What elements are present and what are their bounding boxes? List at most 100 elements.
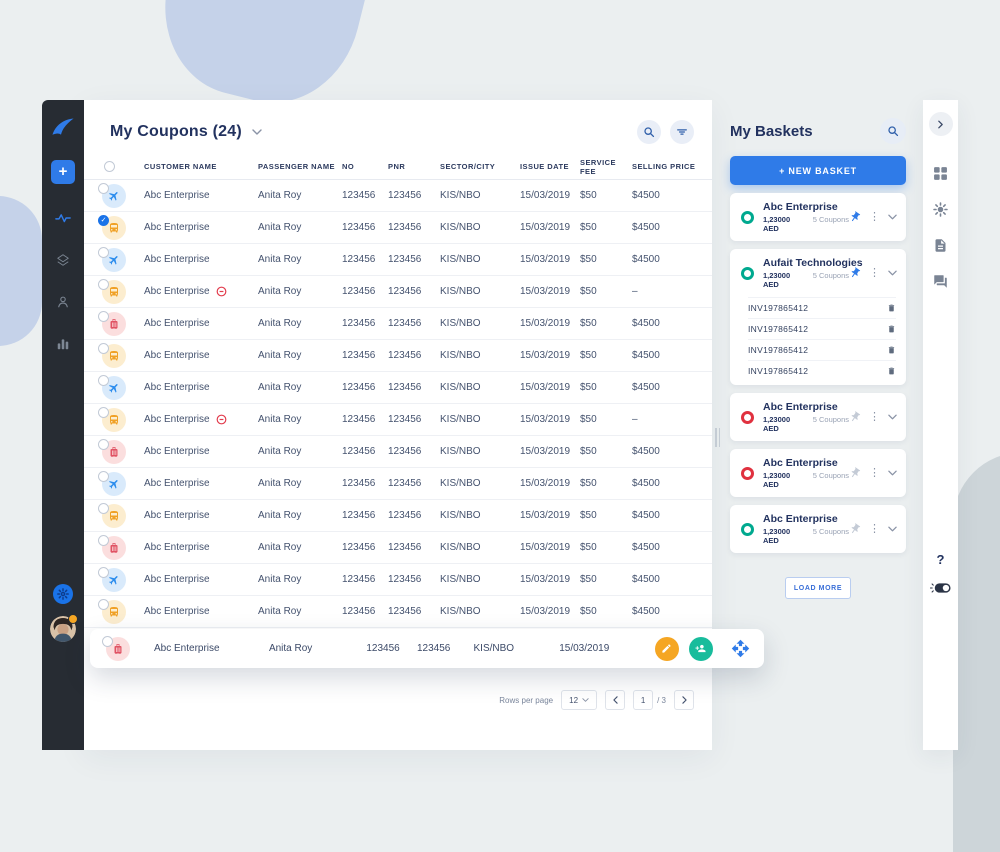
table-row[interactable]: Abc Enterprise Anita Roy 123456 123456 KIS/N… — [84, 308, 712, 340]
table-body: Abc Enterprise Anita Roy 123456 123456 KIS/N… — [84, 180, 712, 628]
rows-per-page-label: Rows per page — [499, 695, 554, 705]
panel-resize-handle[interactable] — [715, 428, 720, 447]
table-row[interactable]: ✓ Abc Enterprise Anita Roy 123456 123456 KIS/… — [84, 212, 712, 244]
chevron-down-icon[interactable] — [888, 270, 897, 276]
load-more-button[interactable]: LOAD MORE — [785, 577, 851, 599]
chevron-down-icon[interactable] — [888, 414, 897, 420]
row-checkbox[interactable] — [98, 438, 109, 450]
table-row[interactable]: Abc Enterprise Anita Roy 123456 123456 KIS/N… — [84, 564, 712, 596]
basket-card[interactable]: Aufait Technologies 1,23000 AED 5 Coupons ⋮… — [730, 249, 906, 385]
passenger-name-cell: Anita Roy — [258, 542, 302, 553]
delete-icon[interactable] — [887, 324, 896, 334]
invoice-row[interactable]: INV197865412 — [748, 318, 896, 339]
table-row[interactable]: Abc Enterprise Anita Roy 123456 123456 KIS/N… — [84, 596, 712, 628]
documents-icon[interactable] — [933, 238, 948, 253]
row-checkbox[interactable] — [98, 374, 109, 386]
settings-gear-icon[interactable] — [933, 202, 948, 217]
customer-name: Abc Enterprise — [144, 222, 210, 233]
table-row[interactable]: Abc Enterprise Anita Roy 123456 123456 KIS/N… — [84, 468, 712, 500]
baskets-search-button[interactable] — [880, 118, 906, 144]
basket-card[interactable]: Abc Enterprise 1,23000 AED 5 Coupons ⋮ — [730, 193, 906, 241]
apps-grid-icon[interactable] — [933, 166, 948, 181]
more-options-icon[interactable]: ⋮ — [869, 411, 880, 423]
service-fee-cell: $50 — [580, 286, 597, 297]
collapse-icon[interactable] — [928, 112, 953, 136]
row-checkbox[interactable] — [98, 246, 109, 258]
pin-icon[interactable] — [849, 211, 861, 223]
row-checkbox[interactable] — [98, 502, 109, 514]
table-row[interactable]: Abc Enterprise Anita Roy 123456 123456 KIS/N… — [84, 244, 712, 276]
edit-button[interactable] — [654, 636, 679, 661]
more-options-icon[interactable]: ⋮ — [869, 211, 880, 223]
invoice-row[interactable]: INV197865412 — [748, 360, 896, 381]
row-checkbox[interactable]: ✓ — [98, 214, 109, 226]
settings-icon[interactable] — [53, 584, 73, 604]
row-checkbox[interactable] — [98, 342, 109, 354]
basket-info: Aufait Technologies 1,23000 AED 5 Coupons — [763, 257, 863, 289]
row-checkbox[interactable] — [98, 406, 109, 418]
basket-card[interactable]: Abc Enterprise 1,23000 AED 5 Coupons ⋮ — [730, 393, 906, 441]
invoice-row[interactable]: INV197865412 — [748, 297, 896, 318]
invoice-row[interactable]: INV197865412 — [748, 339, 896, 360]
selected-row[interactable]: Abc Enterprise Anita Roy 123456 123456 K… — [90, 629, 764, 668]
table-row[interactable]: Abc Enterprise Anita Roy 123456 123456 KIS/N… — [84, 436, 712, 468]
profile-icon[interactable] — [54, 294, 72, 310]
row-checkbox[interactable] — [98, 566, 109, 578]
pin-icon[interactable] — [849, 267, 861, 279]
stats-icon[interactable] — [54, 336, 72, 352]
search-button[interactable] — [637, 120, 661, 144]
issue-date-cell: 15/03/2019 — [559, 643, 610, 654]
row-checkbox[interactable] — [98, 278, 109, 290]
more-options-icon[interactable]: ⋮ — [869, 467, 880, 479]
selling-price-cell: $4500 — [632, 222, 660, 233]
pin-icon[interactable] — [849, 523, 861, 535]
chat-icon[interactable] — [933, 274, 948, 289]
user-avatar[interactable] — [50, 614, 78, 642]
add-button[interactable]: + — [51, 160, 75, 184]
basket-card[interactable]: Abc Enterprise 1,23000 AED 5 Coupons ⋮ — [730, 505, 906, 553]
row-checkbox[interactable] — [98, 182, 109, 194]
service-fee-cell: $50 — [580, 222, 597, 233]
chevron-down-icon[interactable] — [888, 526, 897, 532]
row-checkbox[interactable] — [98, 598, 109, 610]
basket-card[interactable]: Abc Enterprise 1,23000 AED 5 Coupons ⋮ — [730, 449, 906, 497]
table-row[interactable]: Abc Enterprise Anita Roy 123456 123456 KIS/N… — [84, 404, 712, 436]
title-chevron-down-icon[interactable] — [252, 129, 262, 135]
no-cell: 123456 — [342, 190, 376, 201]
row-checkbox[interactable] — [98, 534, 109, 546]
chevron-down-icon[interactable] — [888, 214, 897, 220]
delete-icon[interactable] — [887, 303, 896, 313]
row-checkbox[interactable] — [98, 470, 109, 482]
row-checkbox[interactable] — [102, 635, 113, 647]
table-row[interactable]: Abc Enterprise Anita Roy 123456 123456 KIS/N… — [84, 180, 712, 212]
move-icon[interactable] — [731, 639, 750, 658]
table-row[interactable]: Abc Enterprise Anita Roy 123456 123456 KIS/N… — [84, 340, 712, 372]
row-checkbox[interactable] — [98, 310, 109, 322]
table-row[interactable]: Abc Enterprise Anita Roy 123456 123456 KIS/N… — [84, 372, 712, 404]
prev-page-button[interactable] — [605, 690, 626, 710]
invoice-list: INV197865412 INV197865412 INV197865412 INV1… — [730, 297, 906, 385]
theme-toggle-icon[interactable] — [923, 582, 958, 594]
sector-cell: KIS/NBO — [440, 574, 481, 585]
table-row[interactable]: Abc Enterprise Anita Roy 123456 123456 KIS/N… — [84, 276, 712, 308]
help-icon[interactable]: ? — [936, 552, 945, 567]
pin-icon[interactable] — [849, 411, 861, 423]
more-options-icon[interactable]: ⋮ — [869, 523, 880, 535]
rows-per-page-select[interactable]: 12 — [561, 690, 598, 710]
coupons-stack-icon[interactable] — [54, 252, 72, 268]
assign-button[interactable] — [688, 636, 713, 661]
new-basket-button[interactable]: + NEW BASKET — [730, 156, 906, 185]
chevron-down-icon[interactable] — [888, 470, 897, 476]
activity-icon[interactable] — [54, 210, 72, 226]
delete-icon[interactable] — [887, 345, 896, 355]
next-page-button[interactable] — [674, 690, 694, 710]
table-row[interactable]: Abc Enterprise Anita Roy 123456 123456 KIS/N… — [84, 500, 712, 532]
delete-icon[interactable] — [887, 366, 896, 376]
filter-button[interactable] — [670, 120, 694, 144]
more-options-icon[interactable]: ⋮ — [869, 267, 880, 279]
column-header: NO — [342, 162, 355, 171]
pin-icon[interactable] — [849, 467, 861, 479]
table-row[interactable]: Abc Enterprise Anita Roy 123456 123456 KIS/N… — [84, 532, 712, 564]
passenger-name-cell: Anita Roy — [258, 318, 302, 329]
select-all-checkbox[interactable] — [104, 161, 115, 172]
